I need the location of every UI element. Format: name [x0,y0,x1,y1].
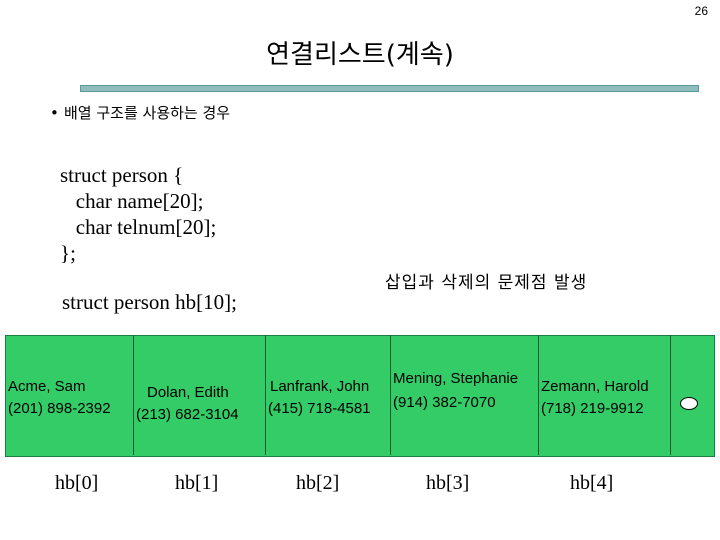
cell-divider [390,335,391,455]
record-name: Dolan, Edith [147,384,229,401]
record-name: Mening, Stephanie [393,370,519,387]
cell-divider [265,335,266,455]
index-label: hb[0] [55,472,99,494]
cell-divider [133,335,134,455]
index-label: hb[2] [296,472,340,494]
array-memory-block [5,335,715,457]
code-line: char name[20]; [60,189,204,213]
bullet-text: 배열 구조를 사용하는 경우 [64,104,231,122]
record-name: Zemann, Harold [541,378,649,395]
record-phone: (914) 382-7070 [393,394,496,411]
problem-note: 삽입과 삭제의 문제점 발생 [385,273,588,293]
index-label: hb[3] [426,472,470,494]
record-name: Acme, Sam [8,378,86,395]
cell-divider [538,335,539,455]
continuation-oval-icon [680,397,698,410]
index-label: hb[1] [175,472,219,494]
bullet-point: • 배열 구조를 사용하는 경우 [50,102,230,123]
index-label: hb[4] [570,472,614,494]
code-line: struct person { [60,163,184,187]
cell-divider [670,335,671,455]
record-name: Lanfrank, John [270,378,370,395]
record-phone: (415) 718-4581 [268,400,371,417]
title-underline-bar [80,85,699,92]
record-phone: (201) 898-2392 [8,400,111,417]
code-line: char telnum[20]; [60,215,217,239]
slide-title: 연결리스트(계속) [266,40,454,70]
record-phone: (213) 682-3104 [136,406,239,423]
record-phone: (718) 219-9912 [541,400,644,417]
array-declaration: struct person hb[10]; [62,290,237,314]
page-number: 26 [694,4,708,18]
struct-definition: struct person { char name[20]; char teln… [60,162,216,266]
bullet-dot-icon: • [50,104,59,122]
code-line: }; [60,241,76,265]
